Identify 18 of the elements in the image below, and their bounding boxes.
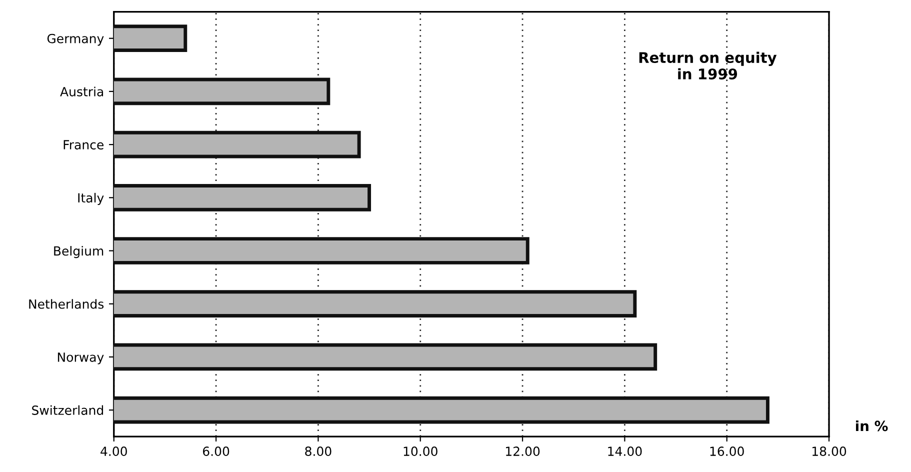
y-tick-label: Italy	[78, 192, 104, 205]
x-tick-label: 12.00	[506, 446, 540, 456]
x-tick-label: 18.00	[812, 446, 846, 456]
y-tick-label: Norway	[58, 352, 104, 364]
y-tick-label: Germany	[47, 34, 104, 46]
x-axis-title: in %	[856, 420, 888, 432]
x-tick-label: 8.00	[305, 446, 332, 456]
x-tick-label: 10.00	[404, 446, 438, 456]
y-tick-label: France	[64, 140, 104, 150]
y-tick-label: Belgium	[54, 246, 104, 258]
y-tick-label: Switzerland	[32, 405, 104, 415]
x-tick-label: 6.00	[202, 446, 230, 456]
y-tick-label: Netherlands	[29, 299, 104, 309]
x-tick-label: 14.00	[608, 446, 642, 456]
y-tick-label: Austria	[60, 86, 104, 96]
text: Return on equity in 1999	[639, 52, 777, 80]
x-tick-label: 4.00	[100, 446, 127, 456]
x-tick-label: 16.00	[710, 446, 744, 456]
